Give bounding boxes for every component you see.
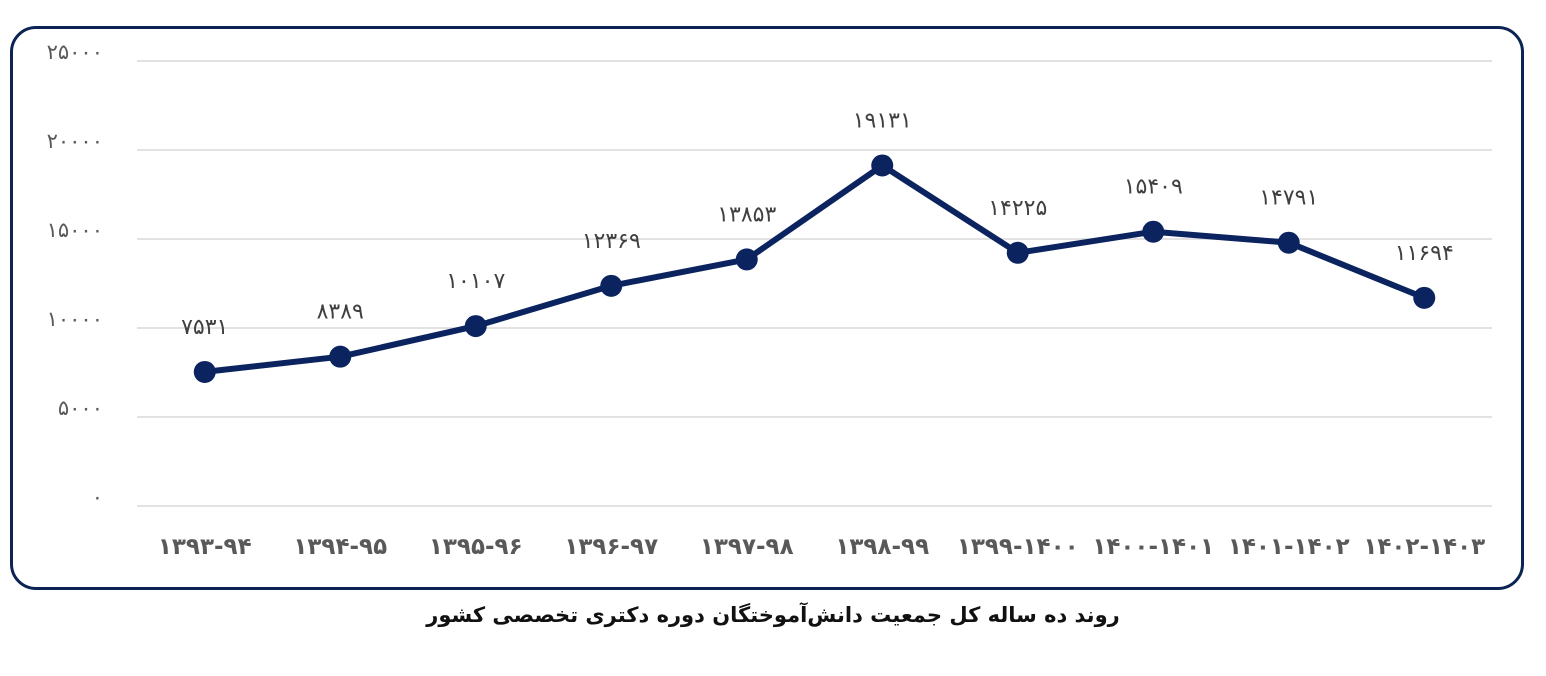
data-label: ۱۴۲۲۵ (988, 196, 1047, 221)
x-tick-label: ۱۳۹۵-۹۶ (429, 534, 523, 560)
data-label: ۱۰۱۰۷ (446, 269, 505, 294)
y-tick-label: ۲۵۰۰۰ (47, 40, 103, 64)
data-point-marker (871, 154, 894, 177)
x-axis-labels: ۱۳۹۳-۹۴ ۱۳۹۴-۹۵ ۱۳۹۵-۹۶ ۱۳۹۶-۹۷ ۱۳۹۷-۹۸ ۱۳۹۸-… (158, 534, 1485, 560)
x-tick-label: ۱۴۰۰-۱۴۰۱ (1092, 534, 1214, 560)
y-tick-label: ۱۰۰۰۰ (47, 307, 103, 331)
x-tick-label: ۱۴۰۱-۱۴۰۲ (1228, 534, 1350, 560)
y-axis-labels: ۰ ۵۰۰۰ ۱۰۰۰۰ ۱۵۰۰۰ ۲۰۰۰۰ ۲۵۰۰۰ (47, 40, 103, 509)
data-labels: ۷۵۳۱ ۸۳۸۹ ۱۰۱۰۷ ۱۲۳۶۹ ۱۳۸۵۳ ۱۹۱۳۱ ۱۴۲۲۵ ۱۵۴۰۹ ۱۴… (181, 108, 1454, 339)
data-point-marker (1006, 241, 1029, 264)
data-label: ۱۵۴۰۹ (1124, 175, 1183, 200)
data-point-marker (464, 315, 487, 338)
line-chart: ۰ ۵۰۰۰ ۱۰۰۰۰ ۱۵۰۰۰ ۲۰۰۰۰ ۲۵۰۰۰ ۱۳۹۳-۹۴ ۱۳۹۴-۹۵… (47, 40, 1492, 560)
data-point-marker (193, 360, 216, 383)
y-tick-label: ۰ (92, 485, 103, 509)
y-tick-label: ۵۰۰۰ (58, 396, 103, 420)
x-tick-label: ۱۳۹۴-۹۵ (293, 534, 387, 560)
gridlines (137, 60, 1492, 507)
data-point-marker (329, 345, 352, 368)
data-label: ۱۴۷۹۱ (1259, 186, 1318, 211)
data-point-marker (1413, 286, 1436, 309)
data-label: ۱۲۳۶۹ (582, 229, 641, 254)
series-polyline (204, 162, 1426, 375)
y-tick-label: ۲۰۰۰۰ (47, 129, 103, 153)
chart-frame (10, 26, 1524, 590)
series-line (193, 154, 1436, 383)
x-tick-label: ۱۳۹۶-۹۷ (564, 534, 658, 560)
x-tick-label: ۱۳۹۹-۱۴۰۰ (957, 534, 1079, 560)
data-point-marker (600, 274, 623, 297)
data-point-marker (735, 248, 758, 271)
data-label: ۷۵۳۱ (181, 315, 228, 340)
data-label: ۱۹۱۳۱ (853, 108, 912, 133)
x-tick-label: ۱۴۰۲-۱۴۰۳ (1363, 534, 1485, 560)
y-tick-label: ۱۵۰۰۰ (47, 218, 103, 242)
data-label: ۸۳۸۹ (317, 300, 364, 325)
data-point-marker (1142, 220, 1165, 243)
data-label: ۱۱۶۹۴ (1395, 241, 1454, 266)
data-point-marker (1277, 231, 1300, 254)
data-label: ۱۳۸۵۳ (717, 202, 776, 227)
x-tick-label: ۱۳۹۳-۹۴ (158, 534, 252, 560)
chart-caption: روند ده ساله کل جمعیت دانش‌آموختگان دوره… (426, 603, 1120, 627)
x-tick-label: ۱۳۹۷-۹۸ (700, 534, 794, 560)
x-tick-label: ۱۳۹۸-۹۹ (835, 534, 929, 560)
